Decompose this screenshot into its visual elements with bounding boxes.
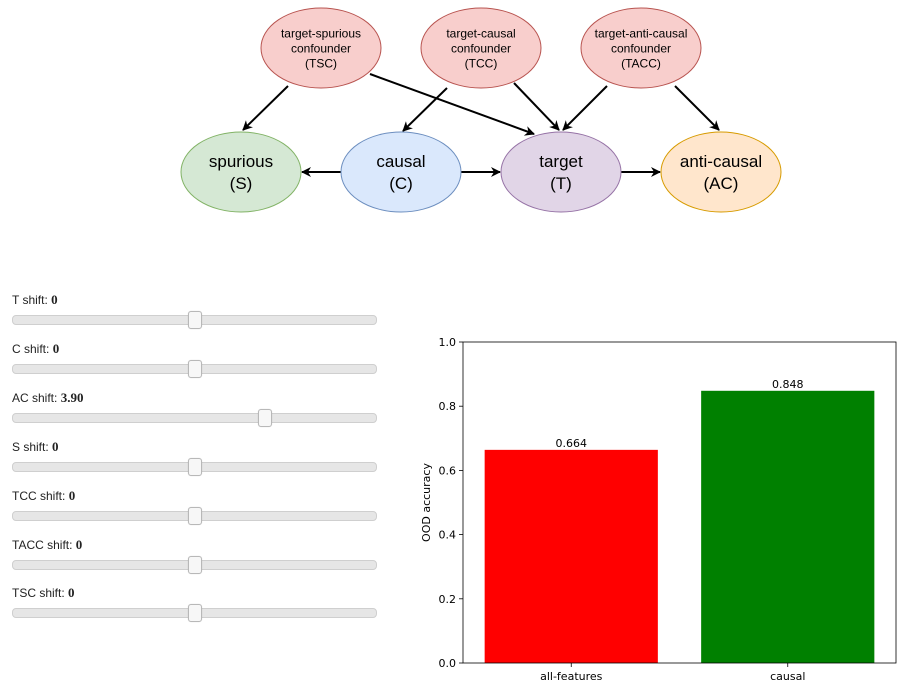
- tcc-shift-slider[interactable]: [12, 507, 377, 525]
- x-tick-label: causal: [770, 670, 805, 683]
- c-shift-label: C shift: 0: [12, 341, 60, 356]
- slider-row-s-shift: S shift: 0: [12, 439, 378, 479]
- tsc-shift-slider-handle[interactable]: [187, 604, 202, 622]
- node-tacc-text-0: target-anti-causal: [595, 26, 688, 40]
- slider-row-ac-shift: AC shift: 3.90: [12, 390, 378, 430]
- y-axis-label: OOD accuracy: [420, 463, 433, 542]
- tcc-shift-value: 0: [68, 488, 76, 503]
- tcc-shift-slider-handle[interactable]: [187, 507, 202, 525]
- t-shift-label: T shift: 0: [12, 292, 58, 307]
- c-shift-slider-handle[interactable]: [187, 360, 202, 378]
- node-c-text-0: causal: [376, 152, 425, 171]
- node-ac-text-0: anti-causal: [680, 152, 762, 171]
- slider-row-c-shift: C shift: 0: [12, 341, 378, 381]
- plot-frame: [462, 341, 897, 664]
- node-t: target (T): [500, 131, 622, 213]
- ood-accuracy-bar-chart: OOD accuracy 0.0 0.2 0.4 0.6 0.8 1.0 0.664 all-f…: [420, 336, 897, 683]
- tacc-shift-slider-handle[interactable]: [187, 556, 202, 574]
- node-c-text-1: (C): [389, 174, 413, 193]
- t-shift-value: 0: [51, 292, 58, 307]
- slider-row-tacc-shift: TACC shift: 0: [12, 537, 378, 577]
- tacc-shift-slider[interactable]: [12, 556, 377, 574]
- node-t-text-1: (T): [550, 174, 572, 193]
- c-shift-slider[interactable]: [12, 360, 377, 378]
- y-tick-label: 0.2: [439, 593, 457, 606]
- s-shift-value: 0: [52, 439, 59, 454]
- node-s: spurious (S): [180, 131, 302, 213]
- tsc-shift-slider[interactable]: [12, 604, 377, 622]
- tsc-shift-value: 0: [68, 585, 75, 600]
- node-s-text-0: spurious: [209, 152, 273, 171]
- y-tick-label: 0.6: [439, 464, 457, 477]
- node-tsc-text-2: (TSC): [305, 56, 337, 70]
- bar-causal: [701, 390, 875, 663]
- edge-tcc-to-c: [402, 87, 448, 132]
- slider-row-t-shift: T shift: 0: [12, 292, 378, 332]
- node-tcc-text-2: (TCC): [465, 56, 498, 70]
- tcc-shift-label: TCC shift: 0: [12, 488, 76, 503]
- edge-tacc-to-ac: [674, 85, 720, 131]
- slider-row-tsc-shift: TSC shift: 0: [12, 585, 378, 625]
- slider-row-tcc-shift: TCC shift: 0: [12, 488, 378, 528]
- edge-tsc-to-t: [369, 73, 535, 136]
- y-tick-label: 1.0: [439, 336, 457, 349]
- node-s-text-1: (S): [230, 174, 253, 193]
- tacc-shift-label: TACC shift: 0: [12, 537, 83, 552]
- ac-shift-value: 3.90: [60, 390, 84, 405]
- causal-graph-diagram: target-spuriousconfounder(TSC)target-cau…: [180, 7, 782, 213]
- node-tacc-text-1: confounder: [611, 41, 671, 55]
- node-tcc-text-0: target-causal: [446, 26, 515, 40]
- node-ac: anti-causal (AC): [660, 131, 782, 213]
- c-shift-value: 0: [52, 341, 60, 356]
- tsc-shift-label: TSC shift: 0: [12, 585, 75, 600]
- s-shift-slider-handle[interactable]: [187, 458, 202, 476]
- node-t-text-0: target: [539, 152, 583, 171]
- edge-tcc-to-t: [513, 82, 560, 131]
- ac-shift-slider-handle[interactable]: [258, 409, 273, 427]
- node-ac-text-1: (AC): [704, 174, 739, 193]
- node-tsc-text-1: confounder: [291, 41, 351, 55]
- ac-shift-label: AC shift: 3.90: [12, 390, 84, 405]
- x-tick-label: all-features: [540, 670, 603, 683]
- y-tick-label: 0.4: [439, 529, 457, 542]
- y-tick-label: 0.0: [439, 657, 457, 670]
- ac-shift-slider[interactable]: [12, 409, 377, 427]
- y-tick-label: 0.8: [439, 400, 457, 413]
- edge-tacc-to-t: [562, 85, 608, 131]
- s-shift-slider[interactable]: [12, 458, 377, 476]
- s-shift-label: S shift: 0: [12, 439, 59, 454]
- t-shift-slider-handle[interactable]: [187, 311, 202, 329]
- tacc-shift-value: 0: [75, 537, 83, 552]
- edge-tsc-to-s: [242, 85, 289, 131]
- node-tcc-text-1: confounder: [451, 41, 511, 55]
- node-tsc-text-0: target-spurious: [281, 26, 361, 40]
- node-tacc-text-2: (TACC): [621, 56, 661, 70]
- node-c: causal (C): [340, 131, 462, 213]
- bar-value-label: 0.664: [556, 437, 588, 450]
- t-shift-slider[interactable]: [12, 311, 377, 329]
- bar-all-features: [484, 449, 658, 663]
- bar-value-label: 0.848: [772, 378, 804, 391]
